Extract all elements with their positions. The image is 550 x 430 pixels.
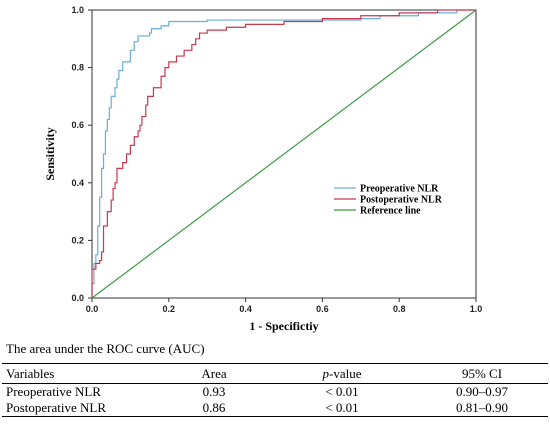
auc-caption: The area under the ROC curve (AUC) bbox=[6, 341, 205, 356]
table-row: Postoperative NLR 0.86 < 0.01 0.81–0.90 bbox=[2, 400, 548, 417]
x-tick-label: 0.2 bbox=[163, 304, 176, 314]
x-axis-title: 1 - Specifictiy bbox=[249, 319, 318, 333]
row-pvalue: < 0.01 bbox=[325, 400, 359, 415]
y-tick-label: 0.0 bbox=[71, 293, 84, 303]
y-tick-label: 0.4 bbox=[71, 178, 84, 188]
row-pvalue: < 0.01 bbox=[325, 384, 359, 399]
legend-label-preoperative-nlr: Preoperative NLR bbox=[360, 184, 439, 195]
series-line-reference-line bbox=[91, 9, 477, 299]
auc-table-header-row: Variables Area p-value 95% CI bbox=[2, 363, 548, 384]
legend-label-reference-line: Reference line bbox=[360, 206, 421, 217]
header-pvalue-suffix: -value bbox=[329, 365, 362, 381]
header-ci: 95% CI bbox=[461, 365, 503, 381]
y-tick-label: 0.2 bbox=[71, 235, 84, 245]
y-tick-label: 0.6 bbox=[71, 120, 84, 130]
row-area: 0.93 bbox=[202, 384, 226, 399]
roc-chart: 0.0 0.2 0.4 0.6 0.8 1.0 0.0 0.2 0.4 0.6 0.8 1.0 1 - … bbox=[43, 5, 482, 333]
header-variables: Variables bbox=[6, 365, 55, 381]
table-row: Preoperative NLR 0.93 < 0.01 0.90–0.97 bbox=[2, 384, 548, 401]
row-variable: Postoperative NLR bbox=[6, 400, 107, 415]
legend-label-postoperative-nlr: Postoperative NLR bbox=[360, 195, 443, 206]
header-pvalue: p-value bbox=[268, 364, 416, 384]
x-tick-label: 0.4 bbox=[239, 304, 252, 314]
row-variable: Preoperative NLR bbox=[6, 384, 101, 399]
row-ci: 0.90–0.97 bbox=[456, 384, 508, 399]
x-tick-label: 0.6 bbox=[316, 304, 329, 314]
series-line-postoperative-nlr bbox=[91, 9, 476, 298]
axes-layer: 0.0 0.2 0.4 0.6 0.8 1.0 0.0 0.2 0.4 0.6 0.8 1.0 1 - … bbox=[43, 5, 482, 333]
series-line-preoperative-nlr bbox=[91, 9, 476, 298]
y-axis-title: Sensitivity bbox=[43, 127, 57, 180]
row-area: 0.86 bbox=[202, 400, 226, 415]
roc-chart-svg: 0.0 0.2 0.4 0.6 0.8 1.0 0.0 0.2 0.4 0.6 0.8 1.0 1 - … bbox=[43, 5, 482, 333]
y-tick-label: 1.0 bbox=[71, 5, 84, 15]
series-layer bbox=[91, 9, 477, 299]
auc-table: Variables Area p-value 95% CI Preoperati… bbox=[2, 363, 548, 417]
x-tick-label: 0.0 bbox=[86, 304, 99, 314]
header-pvalue-italic: p bbox=[322, 365, 330, 381]
x-tick-label: 1.0 bbox=[470, 304, 483, 314]
plot-frame bbox=[91, 9, 477, 299]
x-tick-label: 0.8 bbox=[393, 304, 406, 314]
y-tick-label: 0.8 bbox=[71, 63, 84, 73]
row-ci: 0.81–0.90 bbox=[456, 400, 508, 415]
header-area: Area bbox=[201, 365, 227, 381]
